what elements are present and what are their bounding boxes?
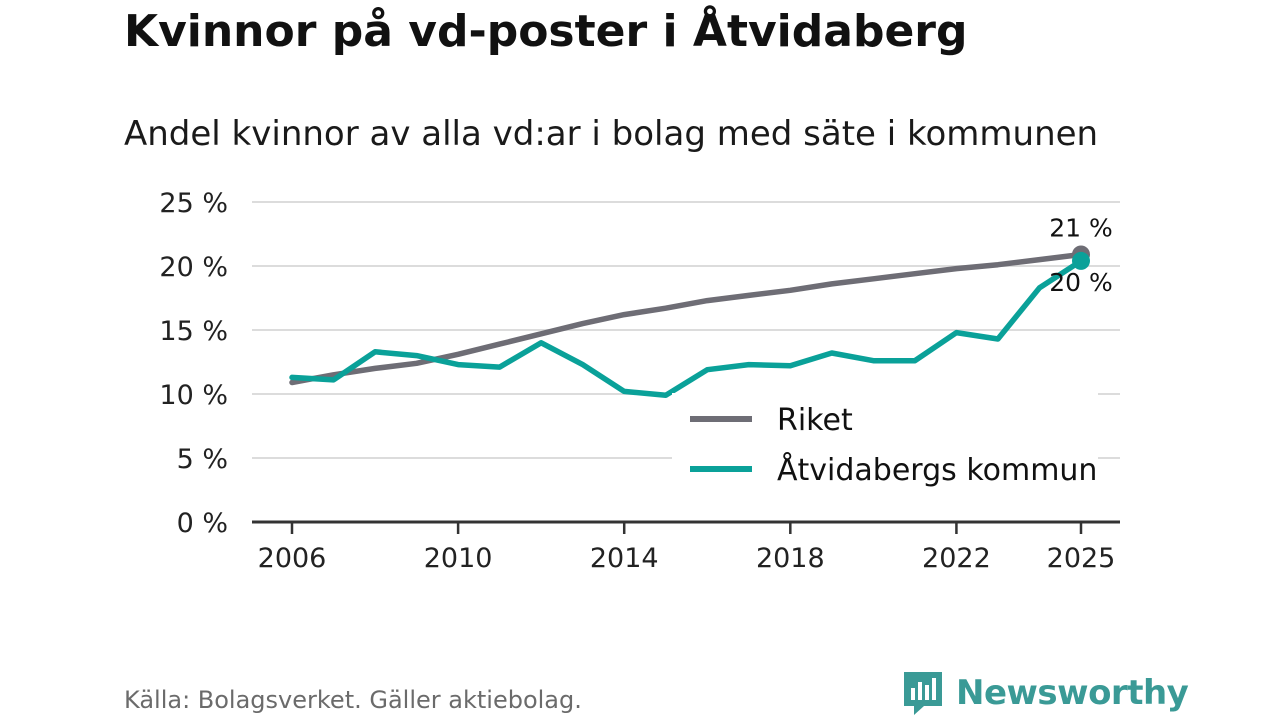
x-tick-label: 2014 xyxy=(590,543,659,574)
y-tick-label: 0 % xyxy=(177,508,228,539)
newsworthy-logo-icon xyxy=(904,672,942,715)
y-tick-label: 15 % xyxy=(159,316,228,347)
legend: Riket Åtvidabergs kommun xyxy=(672,393,1098,501)
axes: 0 % 5 % 10 % 15 % 20 % 25 % 2006 2010 2014 2018 20… xyxy=(159,188,1120,574)
y-tick-label: 10 % xyxy=(159,380,228,411)
x-tick-label: 2018 xyxy=(756,543,825,574)
x-tick-label: 2006 xyxy=(258,543,327,574)
x-tick-label: 2025 xyxy=(1047,543,1116,574)
brand-name: Newsworthy xyxy=(956,673,1189,713)
legend-background xyxy=(672,393,1098,501)
y-tick-label: 25 % xyxy=(159,188,228,219)
brand-logo: Newsworthy xyxy=(902,670,1189,716)
end-point-marker xyxy=(1072,251,1090,270)
end-value-label: 21 % xyxy=(1049,213,1113,242)
end-value-label: 20 % xyxy=(1049,268,1113,297)
chart-subtitle: Andel kvinnor av alla vd:ar i bolag med … xyxy=(124,114,1099,154)
end-labels: 21 % 20 % xyxy=(1049,213,1113,296)
x-tick-label: 2022 xyxy=(922,543,991,574)
x-tick-label: 2010 xyxy=(424,543,493,574)
series-lines xyxy=(289,251,1084,399)
source-note: Källa: Bolagsverket. Gäller aktiebolag. xyxy=(124,686,582,714)
y-tick-label: 20 % xyxy=(159,252,228,283)
series-line-riket xyxy=(289,251,1084,386)
legend-label: Riket xyxy=(777,403,853,438)
chart-title: Kvinnor på vd-poster i Åtvidaberg xyxy=(124,6,968,57)
series-line-atvidaberg xyxy=(289,258,1084,399)
legend-label: Åtvidabergs kommun xyxy=(777,452,1097,488)
y-tick-label: 5 % xyxy=(177,444,228,475)
